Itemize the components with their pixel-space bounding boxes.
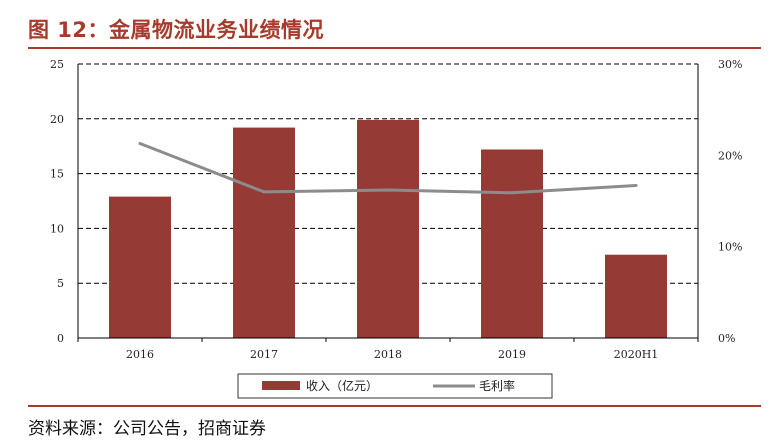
x-tick-label: 2016 [126,348,154,361]
line-point-gross-margin [386,188,390,192]
legend-swatch-revenue [262,381,300,390]
y-left-tick-label: 25 [50,58,64,71]
legend-label-revenue: 收入（亿元） [306,378,378,393]
y-left-tick-label: 10 [50,222,64,235]
y-right-tick-label: 10% [718,241,742,254]
y-left-tick-label: 5 [57,277,64,290]
legend-box [237,373,553,399]
line-point-gross-margin [510,191,514,195]
bar-revenue [109,196,171,338]
footer-rule [28,405,761,407]
figure-title: 图 12：金属物流业务业绩情况 [28,18,325,42]
line-point-gross-margin [138,141,142,145]
bar-revenue [481,149,543,338]
y-right-tick-label: 0% [718,332,735,345]
bar-revenue [357,119,419,339]
x-tick-label: 2019 [498,348,526,361]
y-left-tick-label: 20 [50,113,64,126]
line-point-gross-margin [262,190,266,194]
y-right-tick-label: 30% [718,58,742,71]
bar-revenue [605,254,667,338]
line-point-gross-margin [634,183,638,187]
x-tick-label: 2020H1 [614,348,659,361]
legend-label-margin: 毛利率 [479,378,515,393]
y-left-tick-label: 0 [57,332,64,345]
title-rule [28,47,761,49]
y-right-tick-label: 20% [718,149,742,162]
source-note: 资料来源：公司公告，招商证券 [28,419,266,439]
x-tick-label: 2017 [250,348,278,361]
y-left-tick-label: 15 [50,168,64,181]
bar-revenue [233,127,295,339]
x-tick-label: 2018 [374,348,402,361]
